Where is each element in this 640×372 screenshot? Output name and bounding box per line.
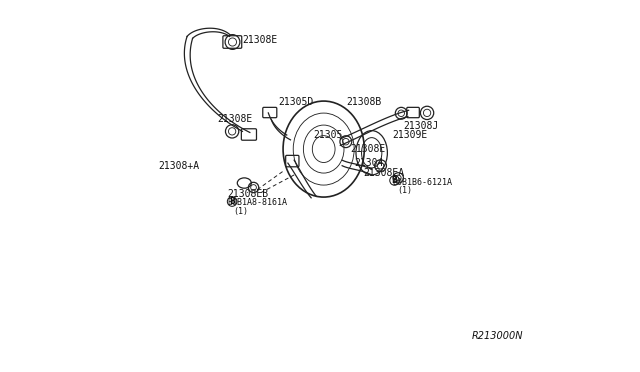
Text: B0B1B6-6121A: B0B1B6-6121A — [392, 178, 452, 187]
Text: 21308EA: 21308EA — [364, 168, 404, 178]
Text: B: B — [229, 197, 235, 206]
Text: 21308EB: 21308EB — [227, 189, 268, 199]
Text: 21308J: 21308J — [403, 121, 438, 131]
Text: 21308E: 21308E — [243, 35, 278, 45]
Text: B: B — [392, 176, 397, 185]
Text: 21305: 21305 — [314, 130, 343, 140]
Text: 21308+A: 21308+A — [158, 161, 200, 171]
Text: 21304: 21304 — [354, 158, 383, 168]
Text: 21308E: 21308E — [218, 114, 253, 124]
Text: B0B1A8-8161A: B0B1A8-8161A — [227, 198, 287, 207]
Text: 21308B: 21308B — [347, 97, 382, 107]
Text: 21308E: 21308E — [350, 144, 385, 154]
Text: (1): (1) — [233, 206, 248, 216]
Text: 21309E: 21309E — [392, 130, 428, 140]
Text: (1): (1) — [397, 186, 413, 195]
Text: 21305D: 21305D — [278, 97, 314, 107]
Text: R213000N: R213000N — [472, 331, 523, 340]
